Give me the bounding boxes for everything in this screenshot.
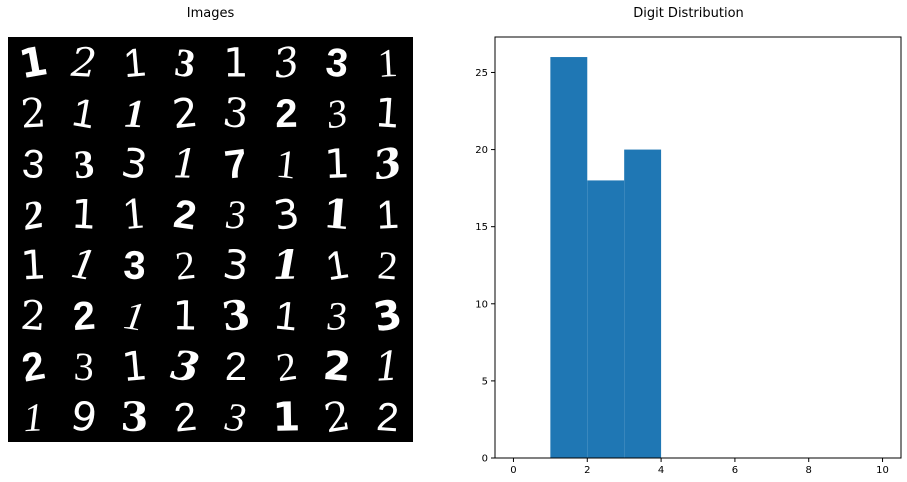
digit-image-2-6: 1 bbox=[324, 141, 351, 188]
digit-image-5-1: 2 bbox=[71, 294, 96, 339]
digit-image-0-1: 2 bbox=[69, 40, 98, 87]
x-tick-label: 8 bbox=[806, 465, 812, 476]
histogram-plot-frame bbox=[494, 36, 902, 459]
digit-image-2-0: 3 bbox=[21, 142, 46, 187]
digit-image-3-5: 3 bbox=[271, 191, 303, 240]
digit-image-1-7: 1 bbox=[373, 90, 402, 138]
digit-image-4-5: 1 bbox=[272, 242, 301, 289]
y-tick-label: 5 bbox=[482, 376, 488, 387]
digit-image-7-0: 1 bbox=[22, 394, 44, 440]
digit-image-1-3: 2 bbox=[170, 90, 200, 138]
digit-image-6-6: 2 bbox=[321, 343, 353, 391]
y-tick-label: 0 bbox=[482, 454, 488, 465]
digit-image-6-2: 1 bbox=[120, 343, 149, 391]
digit-image-4-4: 3 bbox=[220, 241, 251, 290]
digit-image-7-5: 1 bbox=[272, 394, 301, 440]
digit-image-5-3: 1 bbox=[172, 293, 198, 339]
histogram-bar-1 bbox=[550, 57, 588, 459]
digit-image-5-0: 2 bbox=[19, 293, 48, 341]
digit-image-2-4: 7 bbox=[222, 141, 249, 187]
digit-grid-canvas: 1 2 1 3 1 3 3 12 1 1 2 3 2 3 13 3 3 1 7 1 1 32 1 1 2 3 3 1 11 1 3 2 3 1 1 2… bbox=[16, 38, 406, 442]
digit-image-2-5: 1 bbox=[274, 141, 299, 188]
digit-image-3-6: 1 bbox=[321, 190, 353, 239]
digit-image-5-5: 1 bbox=[273, 293, 300, 339]
digit-image-5-4: 3 bbox=[219, 291, 252, 341]
digit-image-0-5: 3 bbox=[271, 39, 303, 88]
x-tick-label: 2 bbox=[584, 465, 590, 476]
digit-image-3-4: 3 bbox=[225, 192, 246, 237]
digit-image-1-4: 3 bbox=[220, 90, 251, 139]
digit-image-3-2: 1 bbox=[120, 191, 149, 239]
digit-image-6-7: 1 bbox=[374, 343, 402, 390]
images-panel-title: Images bbox=[186, 6, 235, 21]
digit-image-3-1: 1 bbox=[70, 192, 98, 239]
digit-image-2-1: 3 bbox=[72, 141, 95, 187]
digit-image-4-2: 3 bbox=[123, 243, 147, 288]
digit-image-0-7: 1 bbox=[377, 40, 399, 86]
x-tick-label: 4 bbox=[658, 465, 664, 476]
y-tick-label: 15 bbox=[475, 222, 488, 233]
digit-image-2-3: 1 bbox=[172, 141, 198, 187]
digit-image-0-6: 3 bbox=[324, 40, 350, 86]
y-tick-label: 20 bbox=[475, 145, 488, 156]
digit-image-0-4: 1 bbox=[223, 40, 248, 86]
digit-image-4-7: 2 bbox=[376, 242, 399, 288]
digit-image-1-0: 2 bbox=[19, 90, 47, 137]
digit-image-6-3: 3 bbox=[168, 341, 202, 391]
digit-image-1-2: 1 bbox=[124, 91, 146, 137]
digit-image-5-6: 3 bbox=[325, 293, 348, 339]
digit-image-0-2: 1 bbox=[122, 40, 148, 86]
digit-image-4-3: 2 bbox=[173, 242, 198, 289]
x-tick-label: 6 bbox=[732, 465, 738, 476]
y-tick-label: 25 bbox=[475, 68, 488, 79]
digit-image-7-2: 3 bbox=[120, 393, 149, 441]
histogram-bar-2 bbox=[587, 180, 625, 458]
digit-image-6-4: 2 bbox=[225, 345, 247, 389]
digit-image-6-1: 3 bbox=[73, 344, 95, 390]
digit-image-4-0: 1 bbox=[19, 242, 47, 289]
x-tick-label: 0 bbox=[510, 465, 516, 476]
x-tick-label: 10 bbox=[876, 465, 889, 476]
digit-image-3-7: 1 bbox=[375, 193, 400, 238]
y-tick-label: 10 bbox=[475, 299, 488, 310]
digit-image-7-7: 2 bbox=[375, 395, 400, 440]
histogram-bar-3 bbox=[624, 149, 662, 459]
histogram-title: Digit Distribution bbox=[633, 6, 744, 21]
digit-image-1-5: 2 bbox=[275, 92, 298, 136]
digit-image-7-3: 2 bbox=[172, 395, 199, 441]
